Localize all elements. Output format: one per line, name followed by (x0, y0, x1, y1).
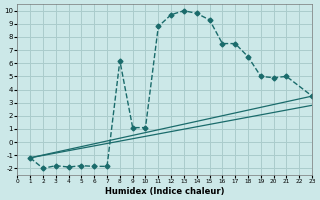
X-axis label: Humidex (Indice chaleur): Humidex (Indice chaleur) (105, 187, 224, 196)
